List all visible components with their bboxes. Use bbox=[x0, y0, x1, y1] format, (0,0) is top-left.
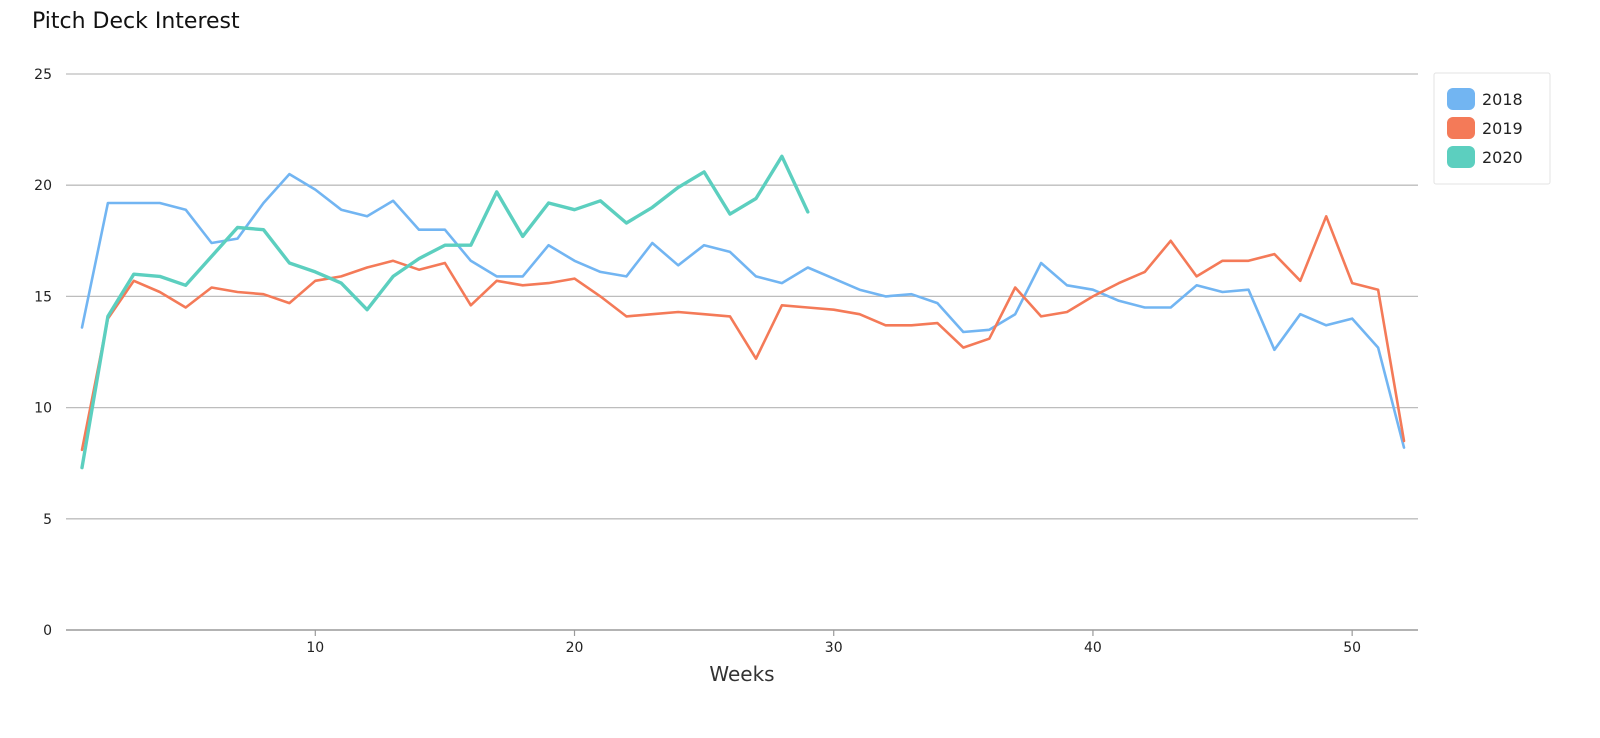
y-tick-label-20: 20 bbox=[34, 178, 52, 194]
y-tick-label-25: 25 bbox=[34, 67, 52, 83]
y-tick-label-5: 5 bbox=[43, 512, 52, 528]
x-tick-label-10: 10 bbox=[306, 640, 324, 656]
legend-swatch-2018 bbox=[1447, 88, 1475, 110]
series-line-2019 bbox=[80, 215, 1406, 452]
legend: 2018 2019 2020 bbox=[1433, 72, 1551, 185]
y-tick-label-0: 0 bbox=[43, 623, 52, 639]
series-line-2020 bbox=[80, 154, 810, 470]
grid-lines bbox=[66, 73, 1418, 631]
series-line-2018 bbox=[80, 172, 1406, 449]
series-lines bbox=[80, 154, 1406, 470]
y-tick-label-10: 10 bbox=[34, 401, 52, 417]
legend-label-2018: 2018 bbox=[1482, 90, 1523, 109]
legend-swatch-2020 bbox=[1447, 146, 1475, 168]
y-tick-label-15: 15 bbox=[34, 289, 52, 305]
x-axis-title: Weeks bbox=[709, 662, 774, 686]
legend-items: 2018 2019 2020 bbox=[1447, 88, 1523, 168]
x-tick-label-30: 30 bbox=[825, 640, 843, 656]
x-tick-label-40: 40 bbox=[1084, 640, 1102, 656]
x-axis-ticks: 10 20 30 40 50 bbox=[306, 630, 1361, 656]
x-tick-label-20: 20 bbox=[566, 640, 584, 656]
legend-label-2019: 2019 bbox=[1482, 119, 1523, 138]
chart-title: Pitch Deck Interest bbox=[32, 9, 240, 34]
y-axis-ticks: 0 5 10 15 20 25 bbox=[34, 67, 52, 639]
legend-label-2020: 2020 bbox=[1482, 148, 1523, 167]
legend-swatch-2019 bbox=[1447, 117, 1475, 139]
x-tick-label-50: 50 bbox=[1343, 640, 1361, 656]
